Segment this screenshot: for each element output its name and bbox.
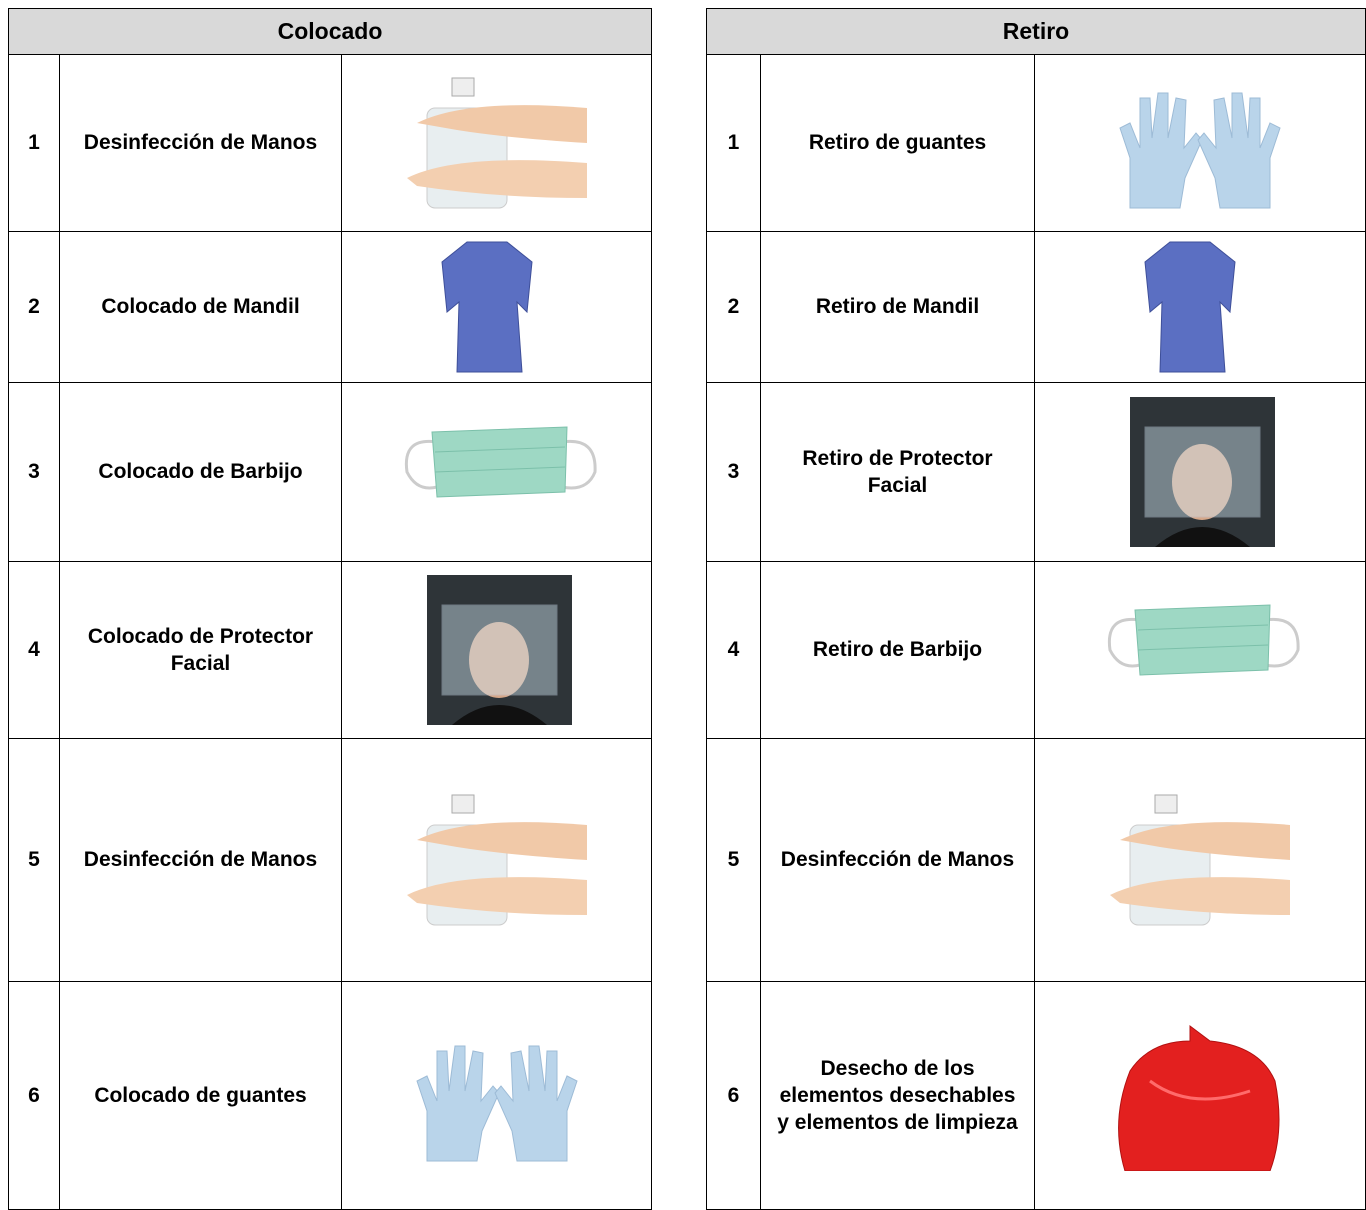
illustration: [406, 794, 587, 926]
step-number: 4: [8, 561, 60, 739]
step-label: Colocado de Barbijo: [59, 382, 342, 562]
step-number: 5: [706, 738, 761, 982]
illustration: [406, 77, 587, 209]
step-image: [341, 382, 652, 562]
step-label: Desinfección de Manos: [760, 738, 1035, 982]
step-label: Colocado de Protector Facial: [59, 561, 342, 739]
illustration: [404, 426, 597, 498]
step-label: Colocado de guantes: [59, 981, 342, 1210]
illustration: [1118, 1024, 1280, 1171]
step-number: 4: [706, 561, 761, 739]
step-image: [1034, 382, 1366, 562]
step-label: Desinfección de Manos: [59, 738, 342, 982]
step-image: [341, 54, 652, 232]
illustration: [1110, 794, 1290, 926]
step-label: Retiro de Barbijo: [760, 561, 1035, 739]
illustration: [426, 575, 572, 725]
step-number: 2: [8, 231, 60, 383]
step-image: [341, 231, 652, 383]
step-image: [341, 981, 652, 1210]
step-image: [1034, 231, 1366, 383]
step-number: 1: [8, 54, 60, 232]
step-label: Desinfección de Manos: [59, 54, 342, 232]
illustration: [1119, 92, 1281, 209]
table-header: Retiro: [706, 8, 1366, 55]
illustration: [440, 241, 533, 373]
step-image: [341, 738, 652, 982]
illustration: [1130, 397, 1275, 547]
illustration: [1107, 604, 1300, 676]
step-image: [1034, 54, 1366, 232]
step-label: Retiro de Mandil: [760, 231, 1035, 383]
table-header: Colocado: [8, 8, 652, 55]
step-label: Desecho de los elementos desechables y e…: [760, 981, 1035, 1210]
step-number: 1: [706, 54, 761, 232]
step-number: 2: [706, 231, 761, 383]
step-number: 6: [8, 981, 60, 1210]
illustration: [415, 1045, 578, 1161]
step-image: [341, 561, 652, 739]
step-label: Retiro de guantes: [760, 54, 1035, 232]
step-image: [1034, 738, 1366, 982]
step-number: 6: [706, 981, 761, 1210]
step-number: 3: [706, 382, 761, 562]
step-image: [1034, 561, 1366, 739]
step-number: 5: [8, 738, 60, 982]
step-label: Colocado de Mandil: [59, 231, 342, 383]
illustration: [1144, 241, 1236, 373]
step-number: 3: [8, 382, 60, 562]
step-label: Retiro de Protector Facial: [760, 382, 1035, 562]
step-image: [1034, 981, 1366, 1210]
